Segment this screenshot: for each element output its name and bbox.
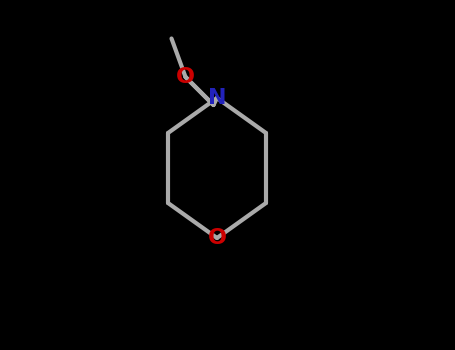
Text: O: O [176,67,195,87]
Text: N: N [208,88,226,108]
Text: O: O [207,228,227,248]
